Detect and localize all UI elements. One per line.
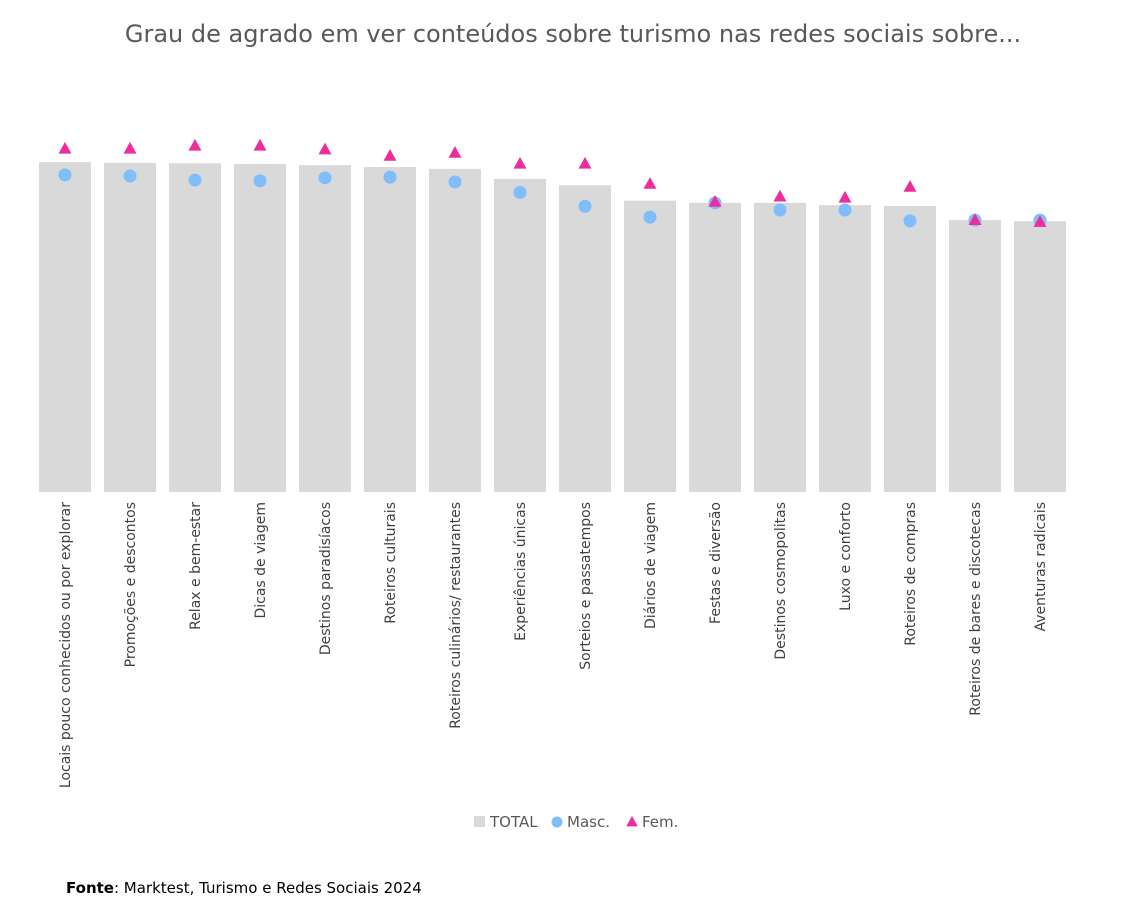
point-fem-2 [188, 138, 202, 151]
x-tick-label-15: Aventuras radicais [1033, 502, 1049, 632]
legend-marker-total [474, 816, 485, 827]
x-tick-label-12: Luxo e conforto [838, 502, 854, 611]
x-tick-label-0: Locais pouco conhecidos ou por explorar [58, 502, 74, 788]
point-fem-0 [58, 141, 72, 154]
source-label: Fonte [66, 879, 114, 897]
bar-total-1 [104, 162, 156, 492]
x-tick-label-11: Destinos cosmopolitas [773, 502, 789, 660]
x-tick-label-2: Relax e bem-estar [188, 502, 204, 630]
bar-total-5 [364, 166, 416, 492]
point-fem-10 [708, 195, 722, 207]
point-masc-6 [448, 175, 462, 189]
source-note: Fonte: Marktest, Turismo e Redes Sociais… [66, 879, 422, 897]
bar-total-0 [39, 162, 91, 492]
bar-total-3 [234, 164, 286, 492]
point-fem-8 [578, 156, 592, 169]
point-masc-8 [578, 199, 592, 213]
point-fem-5 [383, 149, 397, 161]
bar-total-9 [624, 200, 676, 493]
point-masc-0 [58, 168, 72, 182]
point-masc-3 [253, 174, 267, 188]
point-masc-11 [773, 203, 787, 217]
x-tick-label-6: Roteiros culinários/ restaurantes [448, 502, 464, 729]
point-fem-1 [123, 141, 137, 154]
point-fem-9 [643, 177, 657, 189]
point-fem-11 [773, 189, 787, 202]
bar-total-11 [754, 202, 806, 492]
bar-total-8 [559, 185, 611, 492]
point-fem-7 [513, 156, 527, 169]
legend-label-fem: Fem. [642, 813, 678, 831]
category-labels: Locais pouco conhecidos ou por explorar P… [58, 502, 1049, 788]
point-masc-12 [838, 203, 852, 217]
source-text: : Marktest, Turismo e Redes Sociais 2024 [113, 879, 422, 897]
x-tick-label-5: Roteiros culturais [383, 502, 399, 624]
legend-label-total: TOTAL [489, 813, 538, 831]
bar-total-15 [1014, 221, 1066, 492]
point-fem-13 [903, 180, 917, 192]
point-fem-15 [1033, 215, 1047, 227]
point-fem-6 [448, 146, 462, 158]
bar-total-12 [819, 205, 871, 492]
bar-total-13 [884, 205, 936, 492]
x-tick-label-9: Diários de viagem [643, 502, 659, 629]
legend-marker-masc [551, 816, 563, 828]
x-tick-label-8: Sorteios e passatempos [578, 502, 594, 670]
point-masc-2 [188, 173, 202, 187]
point-fem-12 [838, 190, 852, 203]
legend: TOTAL Masc. Fem. [474, 813, 678, 831]
bar-total-14 [949, 220, 1001, 493]
point-masc-7 [513, 185, 527, 199]
point-fem-4 [318, 142, 332, 155]
legend-marker-fem [626, 816, 638, 827]
point-masc-9 [643, 210, 657, 224]
x-tick-label-3: Dicas de viagem [253, 502, 269, 619]
x-tick-label-13: Roteiros de compras [903, 502, 919, 646]
legend-label-masc: Masc. [567, 813, 610, 831]
point-fem-3 [253, 138, 267, 151]
x-tick-label-1: Promoções e descontos [123, 502, 139, 667]
point-masc-13 [903, 214, 917, 228]
bar-total-2 [169, 163, 221, 492]
point-masc-4 [318, 171, 332, 185]
bar-total-6 [429, 168, 481, 492]
x-tick-label-10: Festas e diversão [708, 502, 724, 624]
chart-title: Grau de agrado em ver conteúdos sobre tu… [125, 20, 1021, 48]
bar-total-7 [494, 178, 546, 492]
point-masc-1 [123, 169, 137, 183]
x-tick-label-14: Roteiros de bares e discotecas [968, 502, 984, 716]
point-fem-14 [968, 213, 982, 226]
plot-area [39, 138, 1066, 493]
x-tick-label-4: Destinos paradisíacos [318, 502, 334, 655]
point-masc-5 [383, 170, 397, 184]
bar-total-10 [689, 202, 741, 492]
bar-total-4 [299, 165, 351, 492]
x-tick-label-7: Experiências únicas [513, 502, 529, 641]
